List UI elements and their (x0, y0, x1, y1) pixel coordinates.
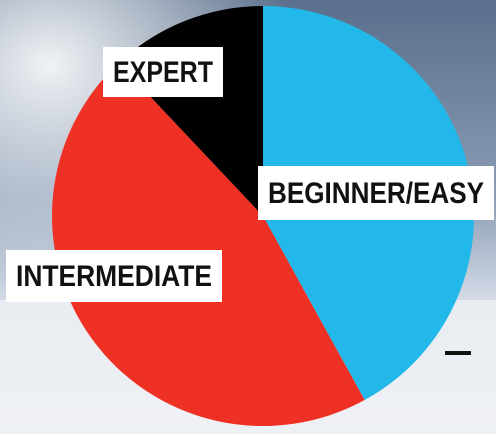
slice-label: BEGINNER/EASY (268, 177, 484, 210)
chart: BEGINNER/EASY INTERMEDIATE EXPERT (0, 0, 496, 434)
slice-label: EXPERT (113, 56, 213, 89)
slice-label: INTERMEDIATE (16, 260, 212, 293)
decoration-dash (445, 351, 471, 355)
